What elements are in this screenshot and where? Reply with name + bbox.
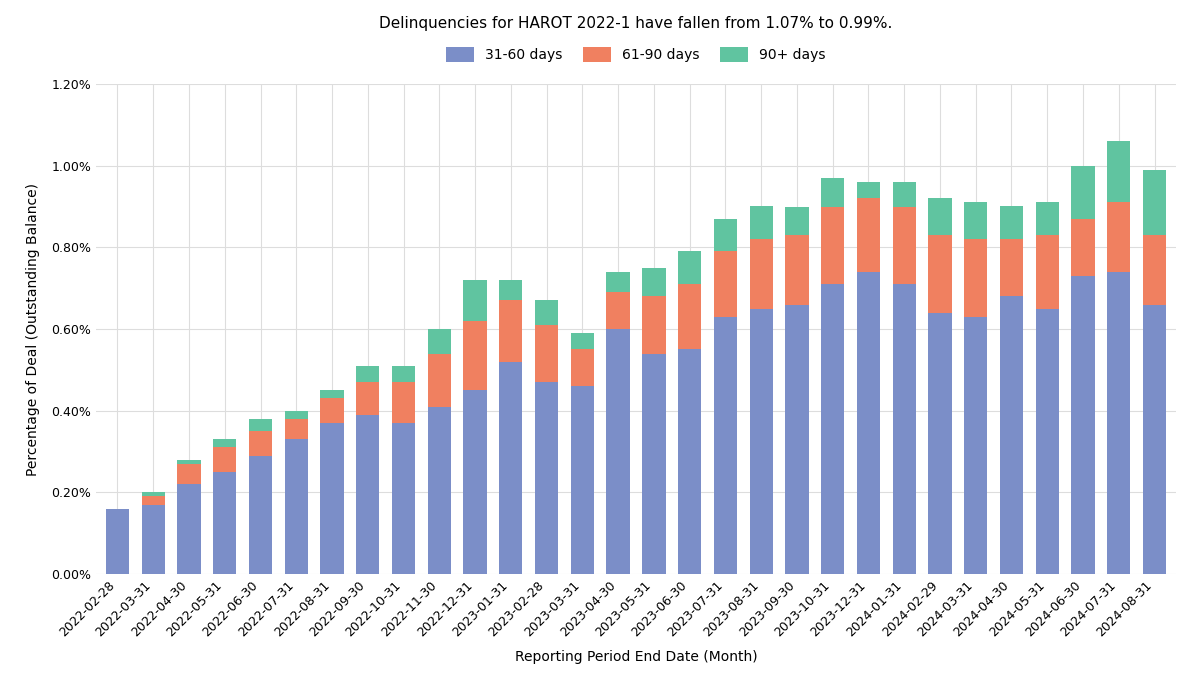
Bar [929,198,952,235]
Bar [320,390,343,398]
Bar [499,300,522,362]
X-axis label: Reporting Period End Date (Month): Reporting Period End Date (Month) [515,650,757,664]
Bar [893,284,916,574]
Bar [248,419,272,431]
Bar [499,280,522,300]
Bar [142,492,164,496]
Bar [929,235,952,313]
Bar [214,447,236,472]
Bar [1000,296,1024,574]
Legend: 31-60 days, 61-90 days, 90+ days: 31-60 days, 61-90 days, 90+ days [440,42,832,68]
Bar [785,304,809,574]
Bar [642,296,666,354]
Bar [535,300,558,325]
Bar [606,329,630,574]
Bar [535,382,558,574]
Bar [427,329,451,354]
Y-axis label: Percentage of Deal (Outstanding Balance): Percentage of Deal (Outstanding Balance) [26,183,40,475]
Bar [284,440,308,574]
Bar [142,505,164,574]
Bar [785,235,809,304]
Bar [1142,235,1166,304]
Bar [714,316,737,574]
Bar [535,325,558,382]
Bar [1072,276,1094,574]
Bar [499,362,522,574]
Bar [857,272,880,574]
Bar [1108,202,1130,272]
Bar [964,202,988,239]
Bar [463,391,487,574]
Bar [1036,202,1058,235]
Bar [893,206,916,284]
Bar [750,239,773,309]
Bar [750,206,773,239]
Bar [678,284,701,349]
Bar [356,382,379,414]
Bar [964,239,988,316]
Bar [929,313,952,574]
Bar [1036,235,1058,309]
Bar [248,431,272,456]
Bar [392,423,415,574]
Bar [214,440,236,447]
Bar [427,407,451,574]
Bar [678,349,701,574]
Bar [356,365,379,382]
Bar [1072,218,1094,276]
Bar [178,463,200,484]
Bar [356,414,379,574]
Bar [178,484,200,574]
Bar [821,178,845,206]
Bar [821,284,845,574]
Bar [284,411,308,419]
Bar [606,272,630,293]
Bar [606,293,630,329]
Bar [642,268,666,296]
Bar [214,472,236,574]
Bar [1108,272,1130,574]
Bar [320,423,343,574]
Bar [1000,206,1024,239]
Bar [178,460,200,463]
Bar [392,365,415,382]
Bar [1036,309,1058,574]
Bar [750,309,773,574]
Bar [642,354,666,574]
Bar [785,206,809,235]
Bar [964,316,988,574]
Bar [320,398,343,423]
Bar [571,333,594,349]
Bar [142,496,164,505]
Bar [1108,141,1130,202]
Bar [106,509,130,574]
Bar [1142,170,1166,235]
Bar [714,251,737,316]
Bar [893,182,916,206]
Bar [427,354,451,407]
Bar [821,206,845,284]
Bar [1072,166,1094,218]
Bar [714,218,737,251]
Bar [463,321,487,391]
Bar [571,349,594,386]
Bar [284,419,308,440]
Bar [248,456,272,574]
Bar [857,198,880,272]
Bar [571,386,594,574]
Title: Delinquencies for HAROT 2022-1 have fallen from 1.07% to 0.99%.: Delinquencies for HAROT 2022-1 have fall… [379,16,893,32]
Bar [392,382,415,423]
Bar [1142,304,1166,574]
Bar [463,280,487,321]
Bar [678,251,701,284]
Bar [1000,239,1024,296]
Bar [857,182,880,198]
